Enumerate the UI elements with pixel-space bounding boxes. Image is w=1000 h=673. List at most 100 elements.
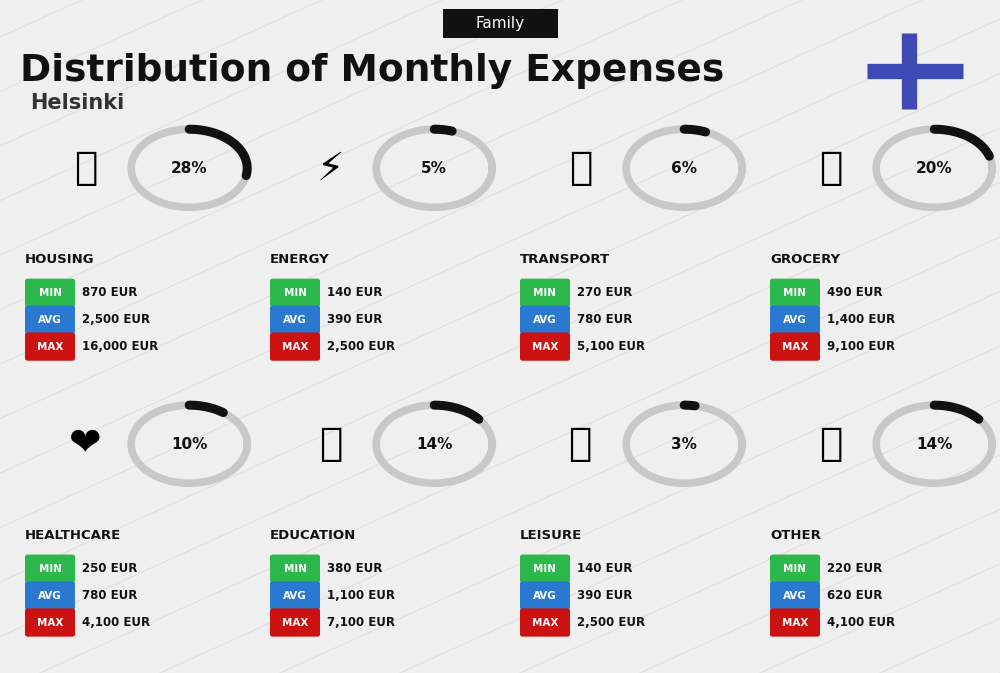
Text: OTHER: OTHER	[770, 528, 821, 542]
Text: 3%: 3%	[671, 437, 697, 452]
FancyBboxPatch shape	[520, 306, 570, 334]
Text: MAX: MAX	[782, 618, 808, 627]
Text: 250 EUR: 250 EUR	[82, 562, 137, 575]
Text: TRANSPORT: TRANSPORT	[520, 252, 610, 266]
Text: MIN: MIN	[784, 288, 806, 297]
Text: MIN: MIN	[534, 564, 556, 573]
Text: 1,400 EUR: 1,400 EUR	[827, 313, 895, 326]
FancyBboxPatch shape	[25, 608, 75, 637]
Text: Family: Family	[475, 16, 525, 31]
Text: AVG: AVG	[533, 591, 557, 600]
Text: MIN: MIN	[38, 564, 62, 573]
Text: 780 EUR: 780 EUR	[82, 589, 137, 602]
FancyBboxPatch shape	[770, 332, 820, 361]
FancyBboxPatch shape	[520, 279, 570, 307]
Text: 14%: 14%	[916, 437, 952, 452]
Text: GROCERY: GROCERY	[770, 252, 840, 266]
Text: 6%: 6%	[671, 161, 697, 176]
Text: MIN: MIN	[284, 288, 307, 297]
Text: HOUSING: HOUSING	[25, 252, 95, 266]
FancyBboxPatch shape	[770, 608, 820, 637]
Text: 💰: 💰	[819, 425, 842, 463]
Text: 🎓: 🎓	[319, 425, 342, 463]
Text: 1,100 EUR: 1,100 EUR	[327, 589, 395, 602]
FancyBboxPatch shape	[270, 581, 320, 610]
FancyBboxPatch shape	[25, 555, 75, 583]
Text: 270 EUR: 270 EUR	[577, 286, 632, 299]
Text: MAX: MAX	[282, 618, 308, 627]
Text: 870 EUR: 870 EUR	[82, 286, 137, 299]
Text: ENERGY: ENERGY	[270, 252, 330, 266]
FancyBboxPatch shape	[270, 608, 320, 637]
Text: 140 EUR: 140 EUR	[327, 286, 382, 299]
FancyBboxPatch shape	[270, 555, 320, 583]
FancyBboxPatch shape	[270, 332, 320, 361]
Text: 20%: 20%	[916, 161, 953, 176]
Text: Distribution of Monthly Expenses: Distribution of Monthly Expenses	[20, 52, 724, 89]
FancyBboxPatch shape	[25, 279, 75, 307]
Text: 620 EUR: 620 EUR	[827, 589, 882, 602]
Text: 7,100 EUR: 7,100 EUR	[327, 616, 395, 629]
FancyBboxPatch shape	[770, 306, 820, 334]
Text: MIN: MIN	[534, 288, 556, 297]
Text: 🚌: 🚌	[569, 149, 592, 187]
Text: 10%: 10%	[171, 437, 207, 452]
Text: 9,100 EUR: 9,100 EUR	[827, 340, 895, 353]
Text: 2,500 EUR: 2,500 EUR	[82, 313, 150, 326]
Text: 220 EUR: 220 EUR	[827, 562, 882, 575]
Text: MAX: MAX	[532, 342, 558, 351]
Text: 490 EUR: 490 EUR	[827, 286, 883, 299]
FancyBboxPatch shape	[520, 608, 570, 637]
Text: 4,100 EUR: 4,100 EUR	[82, 616, 150, 629]
Text: 28%: 28%	[171, 161, 208, 176]
FancyBboxPatch shape	[520, 332, 570, 361]
Text: ❤️: ❤️	[69, 425, 102, 463]
FancyBboxPatch shape	[770, 279, 820, 307]
Text: AVG: AVG	[38, 591, 62, 600]
Text: 4,100 EUR: 4,100 EUR	[827, 616, 895, 629]
Text: 140 EUR: 140 EUR	[577, 562, 632, 575]
Text: 14%: 14%	[416, 437, 452, 452]
Text: MAX: MAX	[282, 342, 308, 351]
Text: EDUCATION: EDUCATION	[270, 528, 356, 542]
Text: 🏘: 🏘	[74, 149, 97, 187]
Text: MAX: MAX	[37, 618, 63, 627]
Text: AVG: AVG	[783, 315, 807, 324]
Text: 16,000 EUR: 16,000 EUR	[82, 340, 158, 353]
Text: 780 EUR: 780 EUR	[577, 313, 632, 326]
FancyBboxPatch shape	[25, 332, 75, 361]
Text: MIN: MIN	[284, 564, 307, 573]
FancyBboxPatch shape	[270, 279, 320, 307]
Text: 380 EUR: 380 EUR	[327, 562, 382, 575]
Text: AVG: AVG	[283, 315, 307, 324]
Text: ⚡: ⚡	[317, 149, 344, 187]
Text: 2,500 EUR: 2,500 EUR	[577, 616, 645, 629]
Text: AVG: AVG	[283, 591, 307, 600]
Text: 5%: 5%	[421, 161, 447, 176]
Text: Helsinki: Helsinki	[30, 93, 124, 113]
Text: 390 EUR: 390 EUR	[327, 313, 382, 326]
FancyBboxPatch shape	[25, 306, 75, 334]
Text: 🛍️: 🛍️	[569, 425, 592, 463]
FancyBboxPatch shape	[442, 9, 558, 38]
Text: AVG: AVG	[533, 315, 557, 324]
FancyBboxPatch shape	[520, 581, 570, 610]
Text: 390 EUR: 390 EUR	[577, 589, 632, 602]
Text: MAX: MAX	[532, 618, 558, 627]
Text: MIN: MIN	[784, 564, 806, 573]
FancyBboxPatch shape	[270, 306, 320, 334]
Text: 🛒: 🛒	[819, 149, 842, 187]
Text: AVG: AVG	[783, 591, 807, 600]
Text: MAX: MAX	[37, 342, 63, 351]
Text: 2,500 EUR: 2,500 EUR	[327, 340, 395, 353]
Text: MIN: MIN	[38, 288, 62, 297]
Text: AVG: AVG	[38, 315, 62, 324]
Text: HEALTHCARE: HEALTHCARE	[25, 528, 121, 542]
Text: MAX: MAX	[782, 342, 808, 351]
FancyBboxPatch shape	[770, 581, 820, 610]
FancyBboxPatch shape	[520, 555, 570, 583]
FancyBboxPatch shape	[770, 555, 820, 583]
Text: LEISURE: LEISURE	[520, 528, 582, 542]
Text: 5,100 EUR: 5,100 EUR	[577, 340, 645, 353]
FancyBboxPatch shape	[25, 581, 75, 610]
